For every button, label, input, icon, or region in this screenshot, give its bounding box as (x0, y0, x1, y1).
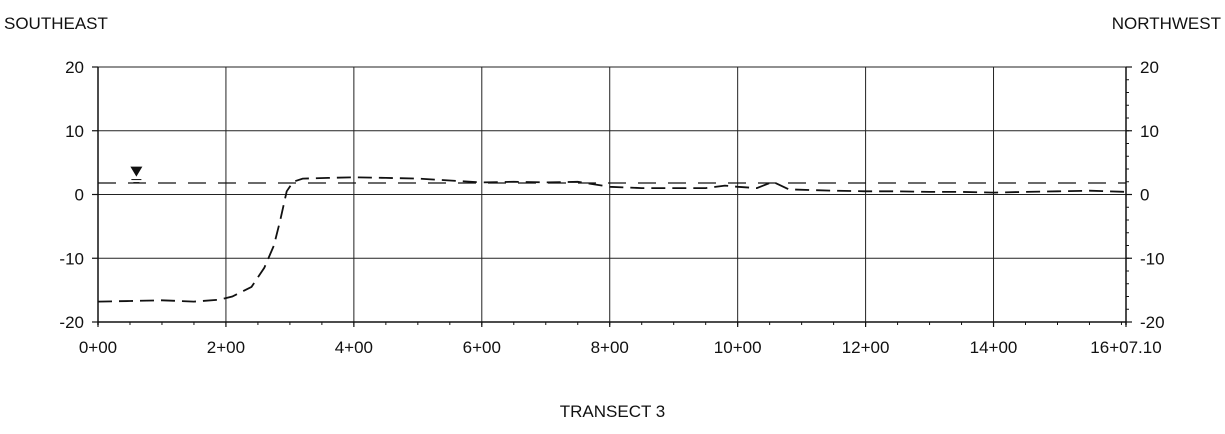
tick-labels: 20 20 10 10 0 0 -10 -10 -20 -20 0+00 2+00 4+00 6+00 8+… (59, 58, 1164, 357)
left-y-tick-label: -10 (59, 249, 84, 268)
axes (92, 66, 1132, 327)
grid-lines (97, 66, 1127, 323)
left-y-tick-label: 10 (65, 122, 84, 141)
x-tick-label: 14+00 (970, 338, 1018, 357)
right-y-tick-label: 20 (1140, 58, 1159, 77)
x-tick-label: 0+00 (79, 338, 117, 357)
x-tick-label: 6+00 (463, 338, 501, 357)
x-tick-label: 16+07.10 (1090, 338, 1161, 357)
x-tick-label: 10+00 (714, 338, 762, 357)
left-y-tick-label: -20 (59, 313, 84, 332)
series-lines (97, 176, 1127, 303)
x-tick-label: 8+00 (591, 338, 629, 357)
chart-title: TRANSECT 3 (559, 402, 666, 421)
x-tick-label: 2+00 (207, 338, 245, 357)
right-y-tick-label: 0 (1140, 186, 1149, 205)
right-y-tick-label: -20 (1140, 313, 1165, 332)
water-level-triangle-icon (130, 166, 143, 177)
x-tick-label: 4+00 (335, 338, 373, 357)
left-y-tick-label: 20 (65, 58, 84, 77)
right-y-tick-label: -10 (1140, 249, 1165, 268)
x-tick-label: 12+00 (842, 338, 890, 357)
left-y-tick-label: 0 (75, 186, 84, 205)
water-level-symbol (130, 166, 143, 184)
right-y-tick-label: 10 (1140, 122, 1159, 141)
left-direction-label: SOUTHEAST (4, 14, 108, 33)
ground-profile-line (97, 176, 1127, 303)
right-direction-label: NORTHWEST (1111, 14, 1221, 33)
